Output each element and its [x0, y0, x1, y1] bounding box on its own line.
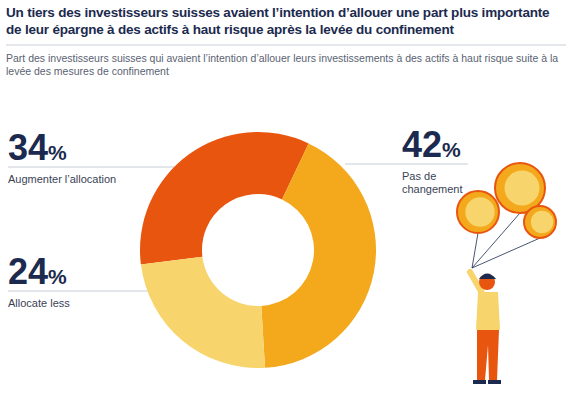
category-label: Augmenter l’allocation — [8, 173, 116, 185]
value-number: 34 — [8, 127, 48, 168]
shoe — [473, 380, 486, 384]
text-line: Pas de — [402, 170, 436, 182]
coin-face — [531, 211, 553, 233]
value-unit: % — [442, 138, 461, 161]
donut — [140, 132, 376, 368]
text-line: Allocate less — [8, 297, 70, 309]
text-line: Augmenter l’allocation — [8, 173, 116, 185]
legs — [477, 330, 499, 380]
subtitle: Part des investisseurs suisses qui avaie… — [6, 52, 558, 77]
text-line: levée des mesures de confinement — [6, 65, 169, 77]
text-line: Un tiers des investisseurs suisses avaie… — [6, 5, 550, 20]
value-unit: % — [48, 141, 67, 164]
torso — [476, 292, 500, 330]
value-number: 24 — [8, 251, 48, 292]
coin-face — [465, 197, 494, 226]
coin-face — [505, 171, 540, 206]
value-unit: % — [48, 265, 67, 288]
coin — [524, 206, 556, 238]
head — [479, 274, 495, 290]
shoe — [488, 380, 501, 384]
value-label: 42% — [402, 124, 461, 165]
title: Un tiers des investisseurs suisses avaie… — [6, 5, 550, 37]
value-label: 24% — [8, 251, 67, 292]
text-line: Part des investisseurs suisses qui avaie… — [6, 52, 558, 64]
divider — [6, 45, 566, 46]
string — [472, 238, 540, 268]
category-label: Pas dechangement — [402, 170, 463, 195]
value-label: 34% — [8, 127, 67, 168]
slice — [141, 257, 265, 368]
illustration — [457, 163, 556, 384]
slice — [261, 143, 376, 367]
text-line: changement — [402, 183, 463, 195]
coin — [457, 191, 499, 233]
text-line: de leur épargne à des actifs à haut risq… — [6, 22, 454, 37]
hair — [479, 274, 496, 280]
category-label: Allocate less — [8, 297, 70, 309]
value-number: 42 — [402, 124, 442, 165]
